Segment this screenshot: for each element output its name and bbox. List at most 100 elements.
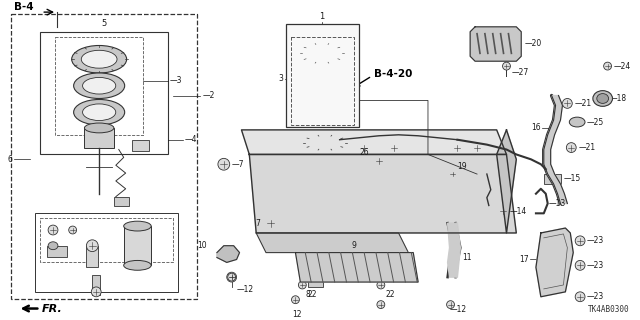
Ellipse shape xyxy=(575,292,585,302)
Ellipse shape xyxy=(83,104,116,121)
Ellipse shape xyxy=(311,138,339,148)
Ellipse shape xyxy=(86,240,98,252)
Polygon shape xyxy=(470,27,521,61)
Ellipse shape xyxy=(92,287,101,297)
Ellipse shape xyxy=(449,170,456,178)
Bar xyxy=(86,246,98,267)
Ellipse shape xyxy=(452,143,462,152)
Text: 19: 19 xyxy=(458,162,467,171)
Text: —7: —7 xyxy=(232,160,244,169)
Text: —15: —15 xyxy=(563,174,580,183)
Ellipse shape xyxy=(308,101,336,115)
Ellipse shape xyxy=(265,217,277,229)
Text: 26: 26 xyxy=(360,148,369,157)
Bar xyxy=(84,128,114,148)
Ellipse shape xyxy=(84,123,114,133)
Bar xyxy=(285,24,359,127)
Text: 3: 3 xyxy=(279,74,284,83)
Text: 8: 8 xyxy=(306,290,310,299)
Bar xyxy=(114,197,129,206)
Ellipse shape xyxy=(303,135,346,150)
Text: TK4AB0300: TK4AB0300 xyxy=(588,305,629,315)
Ellipse shape xyxy=(227,272,237,282)
Text: B-4: B-4 xyxy=(14,2,33,12)
Ellipse shape xyxy=(48,225,58,235)
Polygon shape xyxy=(241,130,506,155)
Ellipse shape xyxy=(300,70,344,92)
Text: 5: 5 xyxy=(101,20,107,28)
Ellipse shape xyxy=(377,281,385,289)
Ellipse shape xyxy=(575,236,585,246)
Text: —20: —20 xyxy=(524,39,541,48)
Ellipse shape xyxy=(81,50,117,68)
Text: —18: —18 xyxy=(609,94,627,103)
Ellipse shape xyxy=(218,158,230,170)
Ellipse shape xyxy=(68,226,77,234)
Bar xyxy=(308,279,323,287)
Ellipse shape xyxy=(74,100,125,125)
Ellipse shape xyxy=(575,260,585,270)
Text: —14: —14 xyxy=(509,207,527,216)
Ellipse shape xyxy=(300,98,344,119)
Ellipse shape xyxy=(72,45,127,73)
Text: —12: —12 xyxy=(449,305,467,314)
Ellipse shape xyxy=(74,73,125,99)
Ellipse shape xyxy=(447,301,454,308)
Text: —2: —2 xyxy=(202,91,214,100)
Ellipse shape xyxy=(596,93,609,103)
Ellipse shape xyxy=(298,281,307,289)
Text: —23: —23 xyxy=(587,236,604,245)
Polygon shape xyxy=(447,223,460,277)
Ellipse shape xyxy=(570,117,585,127)
Bar xyxy=(11,14,197,299)
Ellipse shape xyxy=(292,296,300,304)
Text: 17: 17 xyxy=(520,255,529,264)
Ellipse shape xyxy=(124,221,151,231)
Ellipse shape xyxy=(124,260,151,270)
Bar xyxy=(124,226,151,265)
Ellipse shape xyxy=(563,99,572,108)
Polygon shape xyxy=(544,96,567,204)
Bar xyxy=(92,275,100,295)
Text: —21: —21 xyxy=(574,99,591,108)
Text: —12: —12 xyxy=(237,285,253,294)
Ellipse shape xyxy=(408,135,447,150)
Ellipse shape xyxy=(359,143,369,152)
Bar xyxy=(132,140,149,151)
Polygon shape xyxy=(497,130,516,233)
Ellipse shape xyxy=(604,62,611,70)
Polygon shape xyxy=(256,233,408,252)
Text: 7: 7 xyxy=(257,219,266,228)
Text: —4: —4 xyxy=(184,135,197,144)
Polygon shape xyxy=(296,252,418,282)
Ellipse shape xyxy=(415,138,441,148)
Text: —24: —24 xyxy=(614,61,631,71)
Ellipse shape xyxy=(308,46,336,60)
Text: FR.: FR. xyxy=(42,304,63,314)
Ellipse shape xyxy=(388,143,399,152)
Text: —21: —21 xyxy=(578,143,595,152)
Text: 22: 22 xyxy=(307,290,317,299)
Text: —3: —3 xyxy=(170,76,182,85)
Polygon shape xyxy=(217,246,239,262)
Bar xyxy=(544,174,561,184)
Text: B-4-20: B-4-20 xyxy=(374,69,412,79)
Ellipse shape xyxy=(83,77,116,94)
Text: 9: 9 xyxy=(352,241,356,250)
Ellipse shape xyxy=(308,74,336,88)
Text: 16: 16 xyxy=(531,124,541,132)
Ellipse shape xyxy=(593,91,612,106)
Text: —23: —23 xyxy=(587,261,604,270)
Ellipse shape xyxy=(498,206,508,216)
Ellipse shape xyxy=(228,273,236,281)
Text: —23: —23 xyxy=(587,292,604,301)
Text: 12: 12 xyxy=(292,309,302,318)
Ellipse shape xyxy=(377,301,385,308)
Bar xyxy=(40,218,173,262)
Ellipse shape xyxy=(48,242,58,250)
Bar xyxy=(291,37,355,125)
Text: —25: —25 xyxy=(587,117,604,126)
Text: 1: 1 xyxy=(319,12,324,21)
Bar xyxy=(47,246,67,258)
Bar xyxy=(55,37,143,135)
